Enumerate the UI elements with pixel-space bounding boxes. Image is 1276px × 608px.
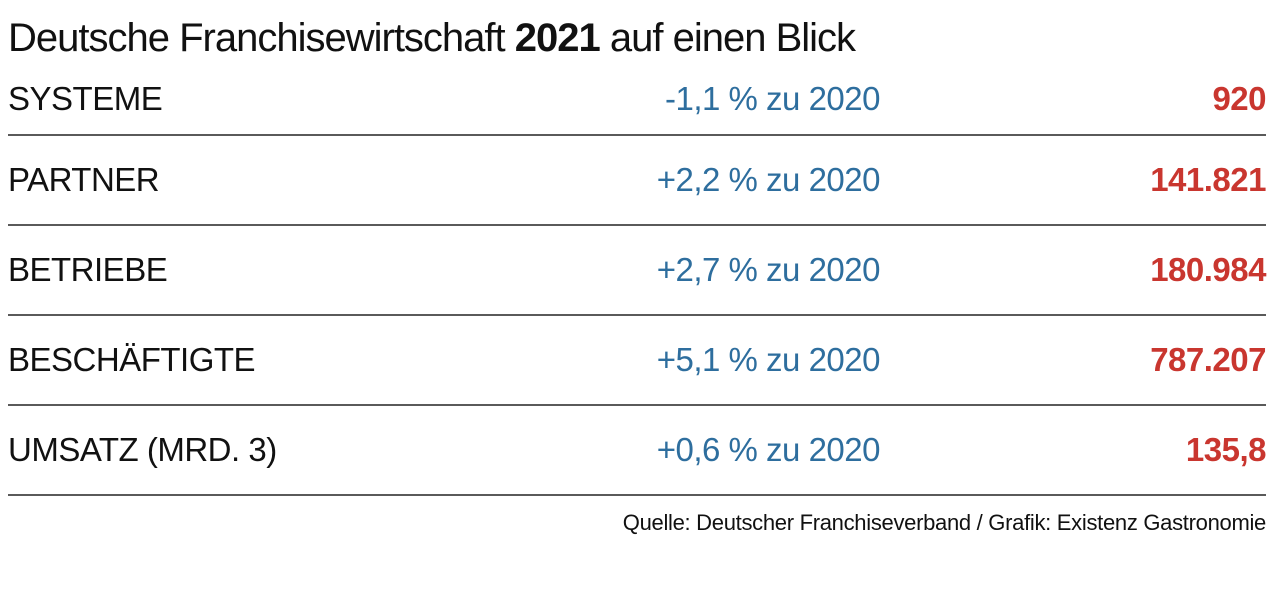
row-total-value: 180.984 <box>1150 251 1266 288</box>
table-row-partner: PARTNER +2,2 % zu 2020 141.821 <box>8 136 1267 226</box>
row-change-value: +5,1 % zu 2020 <box>656 341 881 378</box>
row-change-value: +0,6 % zu 2020 <box>656 431 881 468</box>
title-year: 2021 <box>514 16 601 60</box>
row-label: SYSTEME <box>8 80 163 117</box>
table-row-systeme: SYSTEME -1,1 % zu 2020 920 <box>8 64 1267 136</box>
title-suffix: auf einen Blick <box>599 16 856 60</box>
table-row-beschaeftigte: BESCHÄFTIGTE +5,1 % zu 2020 787.207 <box>8 316 1267 406</box>
stats-table: SYSTEME -1,1 % zu 2020 920 PARTNER +2,2 … <box>8 64 1267 496</box>
row-total-value: 135,8 <box>1185 431 1267 468</box>
row-change-value: +2,7 % zu 2020 <box>656 251 881 288</box>
title-prefix: Deutsche Franchisewirtschaft <box>8 16 515 60</box>
row-label: UMSATZ (MRD. 3) <box>8 431 277 468</box>
row-total-value: 920 <box>1212 80 1266 117</box>
row-change-value: -1,1 % zu 2020 <box>665 80 880 117</box>
row-label: BETRIEBE <box>8 251 168 288</box>
row-change-value: +2,2 % zu 2020 <box>656 161 881 198</box>
table-row-umsatz: UMSATZ (MRD. 3) +0,6 % zu 2020 135,8 <box>8 406 1267 496</box>
source-credit: Quelle: Deutscher Franchiseverband / Gra… <box>622 510 1267 535</box>
table-row-betriebe: BETRIEBE +2,7 % zu 2020 180.984 <box>8 226 1267 316</box>
row-total-value: 141.821 <box>1150 161 1266 198</box>
page-title: Deutsche Franchisewirtschaft 2021 auf ei… <box>8 16 1266 60</box>
row-label: BESCHÄFTIGTE <box>8 341 256 378</box>
row-label: PARTNER <box>8 161 160 198</box>
row-total-value: 787.207 <box>1150 341 1266 378</box>
